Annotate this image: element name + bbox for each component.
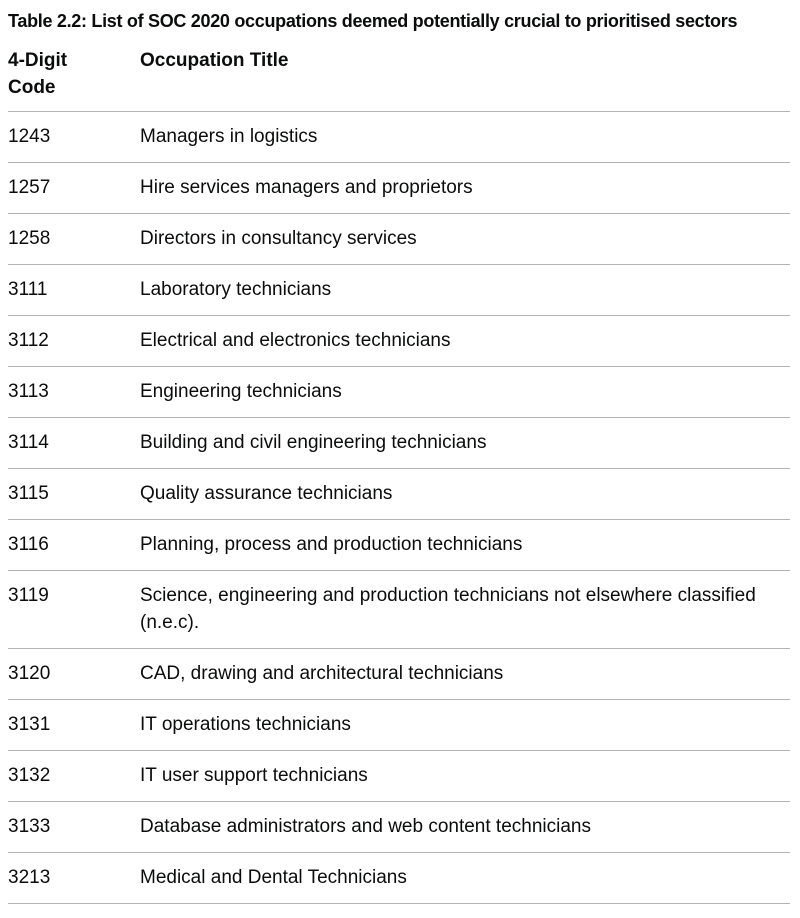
occupation-cell: Medical and Dental Technicians — [140, 852, 790, 904]
occupation-text: Database administrators and web content … — [140, 816, 591, 837]
table-row: 3120 CAD, drawing and architectural techn… — [8, 648, 790, 700]
occupation-text: IT user support technicians — [140, 765, 368, 786]
occupation-text: Medical and Dental Technicians — [140, 867, 407, 888]
occupation-cell: Science, engineering and production tech… — [140, 570, 790, 649]
table-row: 1257 Hire services managers and proprieto… — [8, 162, 790, 214]
code-cell: 3114 — [8, 417, 140, 469]
code-cell: 1243 — [8, 111, 140, 163]
code-cell: 1258 — [8, 213, 140, 265]
table-row: 3115 Quality assurance technicians — [8, 468, 790, 520]
code-cell: 3115 — [8, 468, 140, 520]
code-cell: 3111 — [8, 264, 140, 316]
table-row: 3133 Database administrators and web cont… — [8, 801, 790, 853]
code-cell: 1257 — [8, 162, 140, 214]
table-row: 3213 Medical and Dental Technicians — [8, 852, 790, 904]
table-row: 3114 Building and civil engineering techn… — [8, 417, 790, 469]
occupation-cell: Database administrators and web content … — [140, 801, 790, 853]
column-header-occupation: Occupation Title — [140, 47, 790, 112]
occupation-text: Directors in consultancy services — [140, 228, 417, 249]
occupation-cell: Building and civil engineering technicia… — [140, 417, 790, 469]
column-header-code: 4-Digit Code — [8, 47, 140, 112]
occupation-cell: IT operations technicians — [140, 699, 790, 751]
code-cell: 3131 — [8, 699, 140, 751]
occupation-cell: Hire services managers and proprietors — [140, 162, 790, 214]
table-row: 3131 IT operations technicians — [8, 699, 790, 751]
occupation-cell: Laboratory technicians — [140, 264, 790, 316]
table-row: 3132 IT user support technicians — [8, 750, 790, 802]
soc-occupations-table: 4-Digit Code Occupation Title 1243 Manage… — [8, 47, 790, 904]
occupation-text: IT operations technicians — [140, 714, 351, 735]
occupation-text: Hire services managers and proprietors — [140, 177, 473, 198]
occupation-cell: CAD, drawing and architectural technicia… — [140, 648, 790, 700]
occupation-cell: Managers in logistics — [140, 111, 790, 163]
table-row: 3112 Electrical and electronics technicia… — [8, 315, 790, 367]
table-body: 1243 Managers in logistics 1257 Hire servic… — [8, 111, 790, 904]
column-header-code-label: 4-Digit Code — [8, 50, 68, 98]
occupation-cell: Electrical and electronics technicians — [140, 315, 790, 367]
occupation-text: Quality assurance technicians — [140, 483, 393, 504]
table-row: 3116 Planning, process and production tec… — [8, 519, 790, 571]
table-caption: Table 2.2: List of SOC 2020 occupations … — [8, 11, 738, 31]
occupation-cell: Quality assurance technicians — [140, 468, 790, 520]
table-header: 4-Digit Code Occupation Title — [8, 47, 790, 112]
code-cell: 3112 — [8, 315, 140, 367]
occupation-text: Building and civil engineering technicia… — [140, 432, 487, 453]
header-row: 4-Digit Code Occupation Title — [8, 47, 790, 112]
occupation-cell: Planning, process and production technic… — [140, 519, 790, 571]
occupation-cell: IT user support technicians — [140, 750, 790, 802]
occupation-text: Electrical and electronics technicians — [140, 330, 451, 351]
column-header-occupation-label: Occupation Title — [140, 50, 289, 71]
occupation-cell: Directors in consultancy services — [140, 213, 790, 265]
occupation-cell: Engineering technicians — [140, 366, 790, 418]
table-row: 3119 Science, engineering and production … — [8, 570, 790, 649]
occupation-text: Laboratory technicians — [140, 279, 332, 300]
occupation-text: CAD, drawing and architectural technicia… — [140, 663, 504, 684]
code-cell: 3119 — [8, 570, 140, 649]
occupation-text: Managers in logistics — [140, 126, 318, 147]
table-row: 3113 Engineering technicians — [8, 366, 790, 418]
table-row: 1258 Directors in consultancy services — [8, 213, 790, 265]
table-row: 1243 Managers in logistics — [8, 111, 790, 163]
code-cell: 3133 — [8, 801, 140, 853]
occupation-text: Engineering technicians — [140, 381, 342, 402]
code-cell: 3116 — [8, 519, 140, 571]
code-cell: 3213 — [8, 852, 140, 904]
occupation-text: Science, engineering and production tech… — [140, 585, 756, 633]
table-row: 3111 Laboratory technicians — [8, 264, 790, 316]
code-cell: 3132 — [8, 750, 140, 802]
occupation-text: Planning, process and production technic… — [140, 534, 523, 555]
code-cell: 3120 — [8, 648, 140, 700]
code-cell: 3113 — [8, 366, 140, 418]
